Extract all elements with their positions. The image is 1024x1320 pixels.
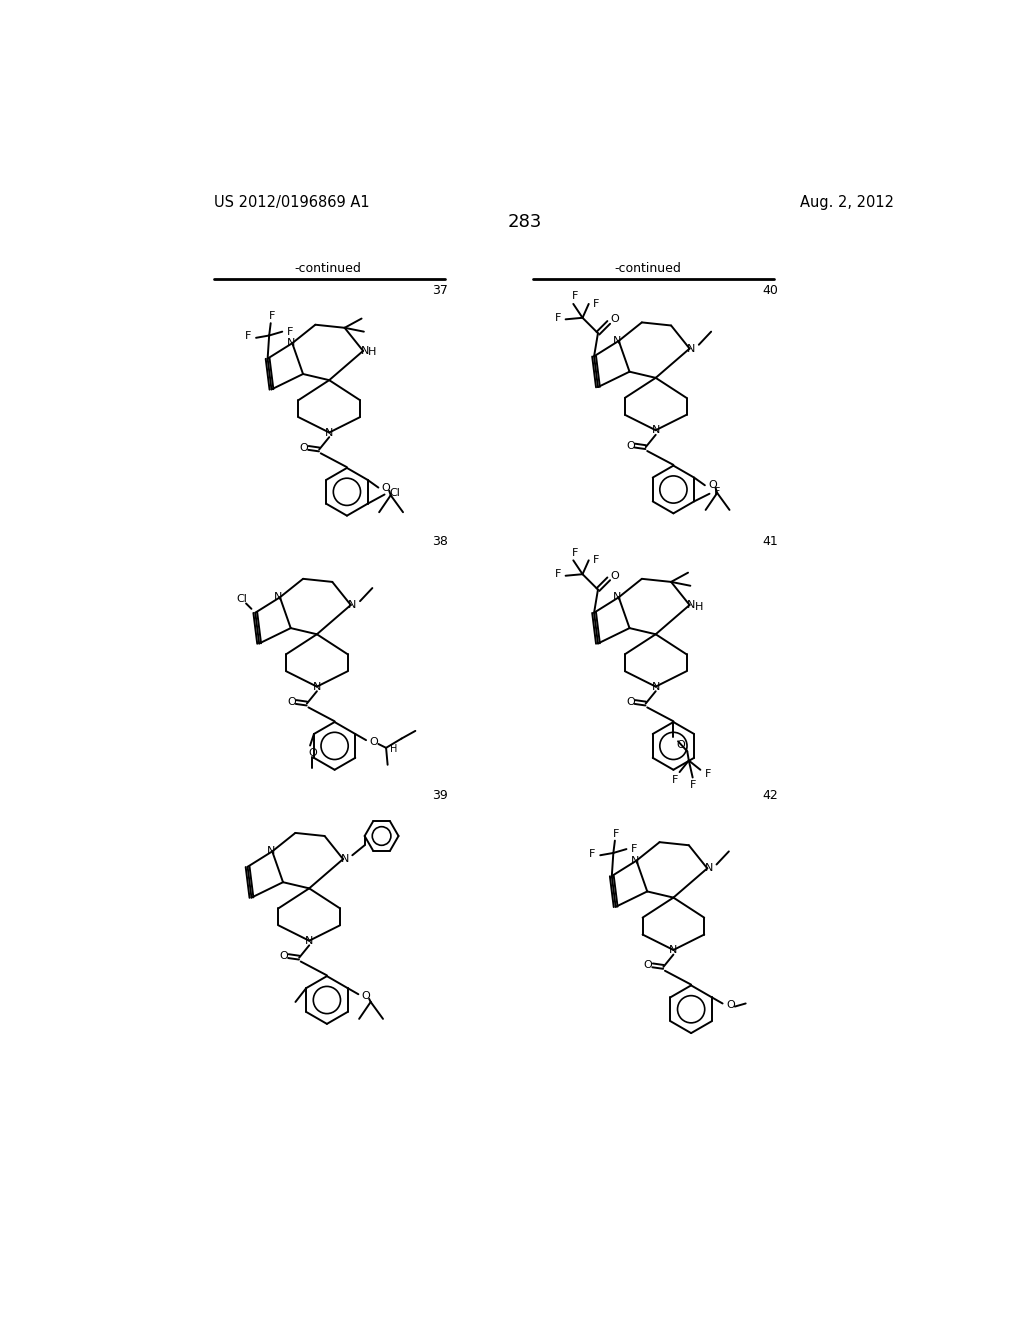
Text: F: F <box>593 298 600 309</box>
Text: N: N <box>687 343 695 354</box>
Text: N: N <box>705 863 713 874</box>
Text: F: F <box>269 312 275 321</box>
Text: H: H <box>390 744 397 754</box>
Text: F: F <box>689 780 696 791</box>
Text: F: F <box>555 313 561 323</box>
Text: O: O <box>610 570 620 581</box>
Text: O: O <box>626 697 635 708</box>
Text: -continued: -continued <box>294 261 361 275</box>
Text: F: F <box>705 770 712 779</box>
Text: F: F <box>245 331 252 342</box>
Text: N: N <box>631 855 639 866</box>
Text: O: O <box>726 1001 734 1010</box>
Text: N: N <box>670 945 678 954</box>
Text: F: F <box>571 292 578 301</box>
Text: -continued: -continued <box>614 261 681 275</box>
Text: US 2012/0196869 A1: US 2012/0196869 A1 <box>214 195 370 210</box>
Text: O: O <box>709 480 717 490</box>
Text: F: F <box>593 556 600 565</box>
Text: N: N <box>360 346 369 356</box>
Text: N: N <box>305 936 313 945</box>
Text: F: F <box>672 775 678 785</box>
Text: N: N <box>266 846 274 857</box>
Text: O: O <box>308 748 316 758</box>
Text: N: N <box>312 681 322 692</box>
Text: N: N <box>651 425 659 436</box>
Text: N: N <box>613 593 622 602</box>
Text: O: O <box>677 741 685 750</box>
Text: O: O <box>287 697 296 708</box>
Text: O: O <box>361 991 371 1001</box>
Text: N: N <box>348 601 356 610</box>
Text: F: F <box>714 487 720 498</box>
Text: 38: 38 <box>432 536 449 548</box>
Text: H: H <box>369 347 377 358</box>
Text: F: F <box>571 548 578 557</box>
Text: O: O <box>280 952 288 961</box>
Text: N: N <box>287 338 295 348</box>
Text: F: F <box>555 569 561 579</box>
Text: F: F <box>590 849 596 859</box>
Text: N: N <box>340 854 349 865</box>
Text: N: N <box>613 335 622 346</box>
Text: O: O <box>626 441 635 450</box>
Text: N: N <box>274 593 283 602</box>
Text: H: H <box>694 602 703 611</box>
Text: F: F <box>631 843 637 854</box>
Text: F: F <box>613 829 620 838</box>
Text: F: F <box>287 326 293 337</box>
Text: 37: 37 <box>432 284 449 297</box>
Text: N: N <box>325 428 334 437</box>
Text: O: O <box>644 961 652 970</box>
Text: 39: 39 <box>432 789 449 803</box>
Text: 283: 283 <box>508 214 542 231</box>
Text: O: O <box>382 483 390 492</box>
Text: 42: 42 <box>762 789 777 803</box>
Text: O: O <box>610 314 620 325</box>
Text: O: O <box>299 444 308 453</box>
Text: 41: 41 <box>762 536 777 548</box>
Text: N: N <box>651 681 659 692</box>
Text: 40: 40 <box>762 284 778 297</box>
Text: Cl: Cl <box>236 594 247 603</box>
Text: Aug. 2, 2012: Aug. 2, 2012 <box>801 195 894 210</box>
Text: O: O <box>370 737 378 747</box>
Text: N: N <box>687 601 695 610</box>
Text: Cl: Cl <box>389 488 400 498</box>
